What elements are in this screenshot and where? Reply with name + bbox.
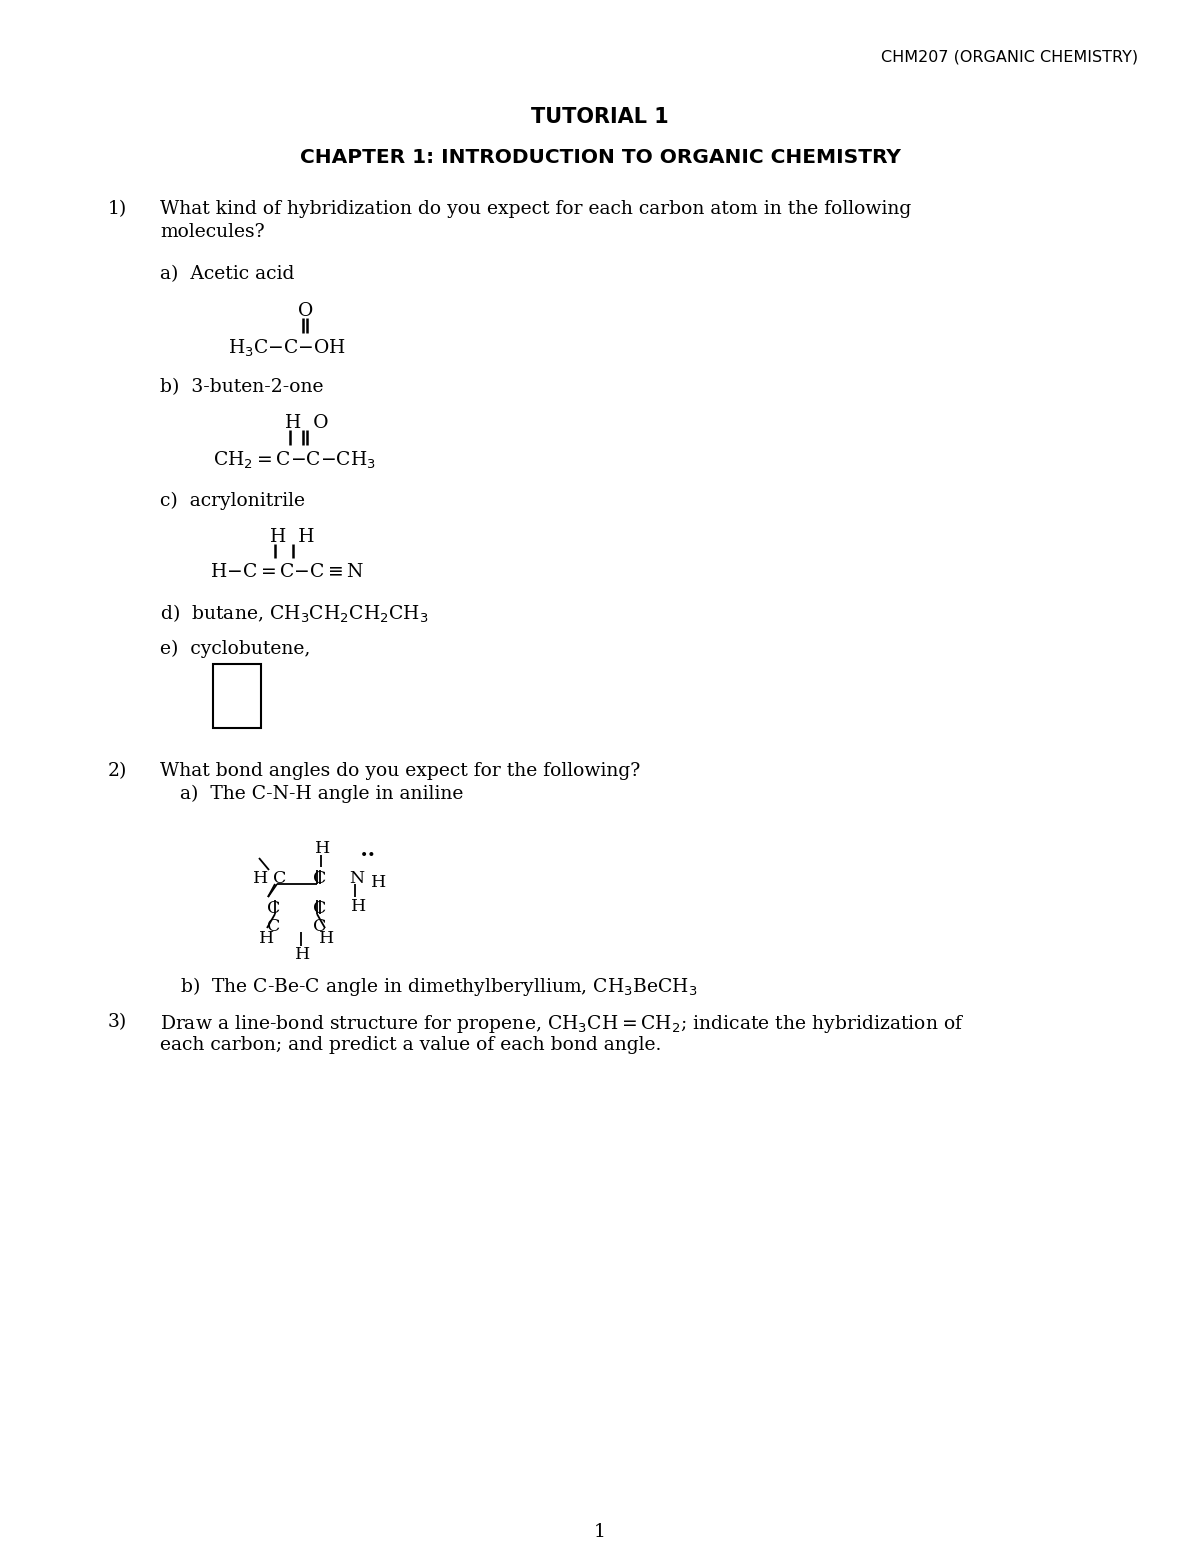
Text: H: H <box>295 946 311 963</box>
Text: C: C <box>313 870 326 887</box>
Text: each carbon; and predict a value of each bond angle.: each carbon; and predict a value of each… <box>160 1036 661 1054</box>
Text: H  H: H H <box>270 528 314 547</box>
Text: H: H <box>371 874 386 891</box>
Text: N: N <box>349 870 364 887</box>
Text: What bond angles do you expect for the following?: What bond angles do you expect for the f… <box>160 763 641 780</box>
Text: 1: 1 <box>594 1523 606 1541</box>
Text: C: C <box>274 870 287 887</box>
Text: 3): 3) <box>108 1013 127 1031</box>
Text: CHM207 (ORGANIC CHEMISTRY): CHM207 (ORGANIC CHEMISTRY) <box>881 50 1138 65</box>
Text: 2): 2) <box>108 763 127 780</box>
Text: molecules?: molecules? <box>160 224 265 241</box>
Text: c)  acrylonitrile: c) acrylonitrile <box>160 492 305 511</box>
Text: H: H <box>319 930 335 947</box>
Text: CHAPTER 1: INTRODUCTION TO ORGANIC CHEMISTRY: CHAPTER 1: INTRODUCTION TO ORGANIC CHEMI… <box>300 148 900 168</box>
Text: d)  butane, CH$_3$CH$_2$CH$_2$CH$_3$: d) butane, CH$_3$CH$_2$CH$_2$CH$_3$ <box>160 603 428 626</box>
Text: C: C <box>313 901 326 916</box>
Bar <box>214 665 262 728</box>
Text: e)  cyclobutene,: e) cyclobutene, <box>160 640 311 658</box>
Text: Draw a line-bond structure for propene, CH$_3$CH$=$CH$_2$; indicate the hybridiz: Draw a line-bond structure for propene, … <box>160 1013 965 1034</box>
Text: O: O <box>298 301 313 320</box>
Text: C: C <box>266 901 281 916</box>
Text: ••: •• <box>360 849 377 863</box>
Text: H$-$C$=$C$-$C$\equiv$N: H$-$C$=$C$-$C$\equiv$N <box>210 564 365 581</box>
Text: C: C <box>266 918 281 935</box>
Text: H  O: H O <box>286 415 329 432</box>
Text: b)  The C-Be-C angle in dimethylberyllium, CH$_3$BeCH$_3$: b) The C-Be-C angle in dimethylberyllium… <box>180 975 697 999</box>
Text: 1): 1) <box>108 200 127 217</box>
Text: C: C <box>313 918 326 935</box>
Text: H: H <box>352 898 366 915</box>
Text: H$_3$C$-$C$-$OH: H$_3$C$-$C$-$OH <box>228 339 346 359</box>
Text: H: H <box>259 930 275 947</box>
Text: b)  3-buten-2-one: b) 3-buten-2-one <box>160 377 324 396</box>
Text: What kind of hybridization do you expect for each carbon atom in the following: What kind of hybridization do you expect… <box>160 200 911 217</box>
Text: a)  Acetic acid: a) Acetic acid <box>160 266 294 283</box>
Text: a)  The C-N-H angle in aniline: a) The C-N-H angle in aniline <box>180 784 463 803</box>
Text: TUTORIAL 1: TUTORIAL 1 <box>532 107 668 127</box>
Text: CH$_2$$=$C$-$C$-$CH$_3$: CH$_2$$=$C$-$C$-$CH$_3$ <box>214 450 376 471</box>
Text: H: H <box>314 840 330 857</box>
Text: H: H <box>253 870 269 887</box>
